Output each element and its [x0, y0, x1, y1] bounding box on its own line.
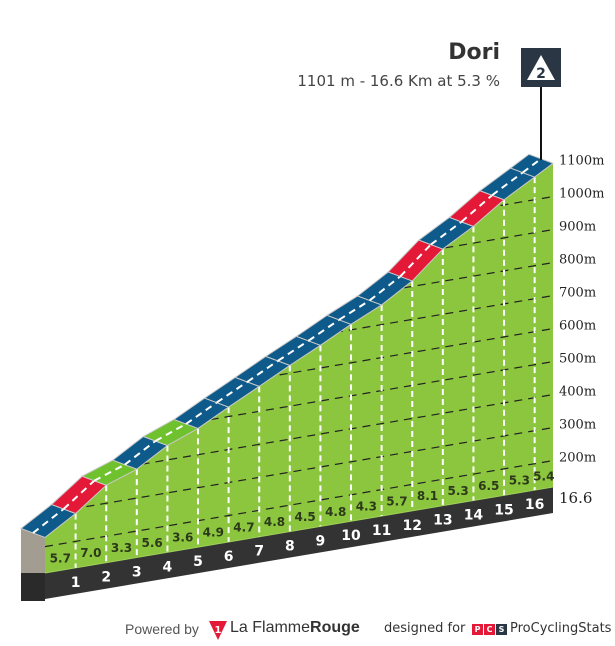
lfr-name-bold: Rouge [310, 619, 360, 636]
powered-by-text: Powered by [125, 621, 199, 637]
road-centerline [185, 401, 218, 425]
climb-subtitle: 1101 m - 16.6 Km at 5.3 % [297, 72, 500, 90]
road-centerline [62, 479, 95, 510]
segment-gradient-label: 5.7 [386, 494, 407, 508]
baseline [44, 486, 554, 574]
elevation-tick-label: 300m [559, 418, 596, 433]
category-number: 2 [536, 66, 546, 82]
km-label: 9 [316, 533, 326, 549]
elevation-tick-label: 1100m [559, 154, 604, 169]
elevation-gridline [45, 460, 553, 548]
km-label: 7 [254, 544, 264, 560]
pcs-letter: S [496, 624, 507, 635]
km-label: 6 [224, 549, 234, 565]
km-label: 12 [402, 518, 421, 534]
road-centerline [399, 243, 432, 278]
la-flamme-rouge-logo: 1 [209, 621, 227, 640]
road-centerline [307, 318, 340, 342]
segment-gradient-label: 4.8 [325, 505, 346, 519]
segment-gradient-label: 5.7 [50, 551, 71, 565]
segment-gradient-label: 4.7 [233, 520, 254, 534]
km-label: 5 [193, 554, 203, 570]
base-side-face [21, 573, 45, 601]
segment-gradient-label: 6.5 [478, 479, 499, 493]
road-centerline [338, 299, 371, 321]
segment-gradient-label: 4.8 [264, 515, 285, 529]
road-centerline [246, 360, 279, 383]
elevation-tick-label: 500m [559, 352, 596, 367]
segment-gradient-label: 5.3 [447, 484, 468, 498]
road-centerline [491, 171, 524, 197]
road-centerline [369, 275, 401, 302]
pcs-logo: P C S [472, 624, 507, 635]
km-label: 2 [101, 570, 111, 586]
summit-marker: 2 [521, 48, 561, 160]
km-label: 15 [494, 502, 513, 518]
segment-gradient-label: 8.1 [417, 489, 438, 503]
elevation-tick-label: 800m [559, 253, 596, 268]
segment-gradient-label: 4.3 [356, 500, 377, 514]
segment-gradient-label: 3.6 [172, 531, 193, 545]
elevation-tick-label: 400m [559, 385, 596, 400]
segment-gradient-label: 7.0 [80, 546, 101, 560]
designed-for-text: designed for [384, 621, 466, 636]
segment-gradient-label: 5.4 [533, 470, 554, 484]
segment-gradient-label: 4.9 [203, 526, 224, 540]
triangle-icon [527, 55, 555, 80]
road-segment [509, 153, 555, 178]
km-label: 14 [464, 507, 484, 523]
road-centerline [522, 157, 542, 174]
climb-profile-chart: 200m300m400m500m600m700m800m900m1000m110… [19, 48, 604, 601]
distance-band [45, 487, 553, 599]
pcs-letter: P [472, 624, 483, 635]
road-centerline [430, 221, 463, 246]
road-centerline [460, 194, 493, 223]
road-centerline [93, 463, 126, 482]
elevation-tick-label: 1000m [559, 187, 604, 202]
road-centerline [277, 339, 309, 362]
segment-gradient-label: 4.5 [294, 510, 315, 524]
segment-gradient-label: 5.3 [509, 474, 530, 488]
elevation-tick-label: 900m [559, 220, 596, 235]
road-centerline [154, 423, 187, 442]
elevation-tick-label: 700m [559, 286, 596, 301]
road-centerline [216, 381, 248, 404]
svg-text:1: 1 [215, 625, 222, 636]
la-flamme-rouge-link[interactable]: La FlammeRouge [230, 619, 360, 637]
km-label: 8 [285, 539, 295, 555]
km-label: 1 [71, 575, 81, 591]
km-label: 13 [433, 513, 452, 529]
climb-title: Dori [448, 40, 500, 65]
pcs-letter: C [484, 624, 495, 635]
procyclingstats-link[interactable]: ProCyclingStats [510, 621, 612, 636]
km-label: 4 [163, 559, 173, 575]
km-label: 16 [525, 497, 544, 513]
segment-gradient-label: 5.6 [141, 536, 162, 550]
elevation-tick-label: 600m [559, 319, 596, 334]
terrain-area [45, 163, 553, 573]
terrain-side-face [21, 528, 45, 573]
distance-end-label: 16.6 [559, 489, 592, 507]
km-label: 10 [341, 528, 361, 544]
km-label: 3 [132, 564, 142, 580]
lfr-name-part: La Flamme [230, 619, 311, 636]
road-centerline [124, 440, 157, 466]
km-label: 11 [372, 523, 391, 539]
elevation-gridline [45, 427, 553, 515]
segment-gradient-label: 3.3 [111, 541, 132, 555]
elevation-tick-label: 200m [559, 451, 596, 466]
road-centerline [32, 508, 65, 534]
